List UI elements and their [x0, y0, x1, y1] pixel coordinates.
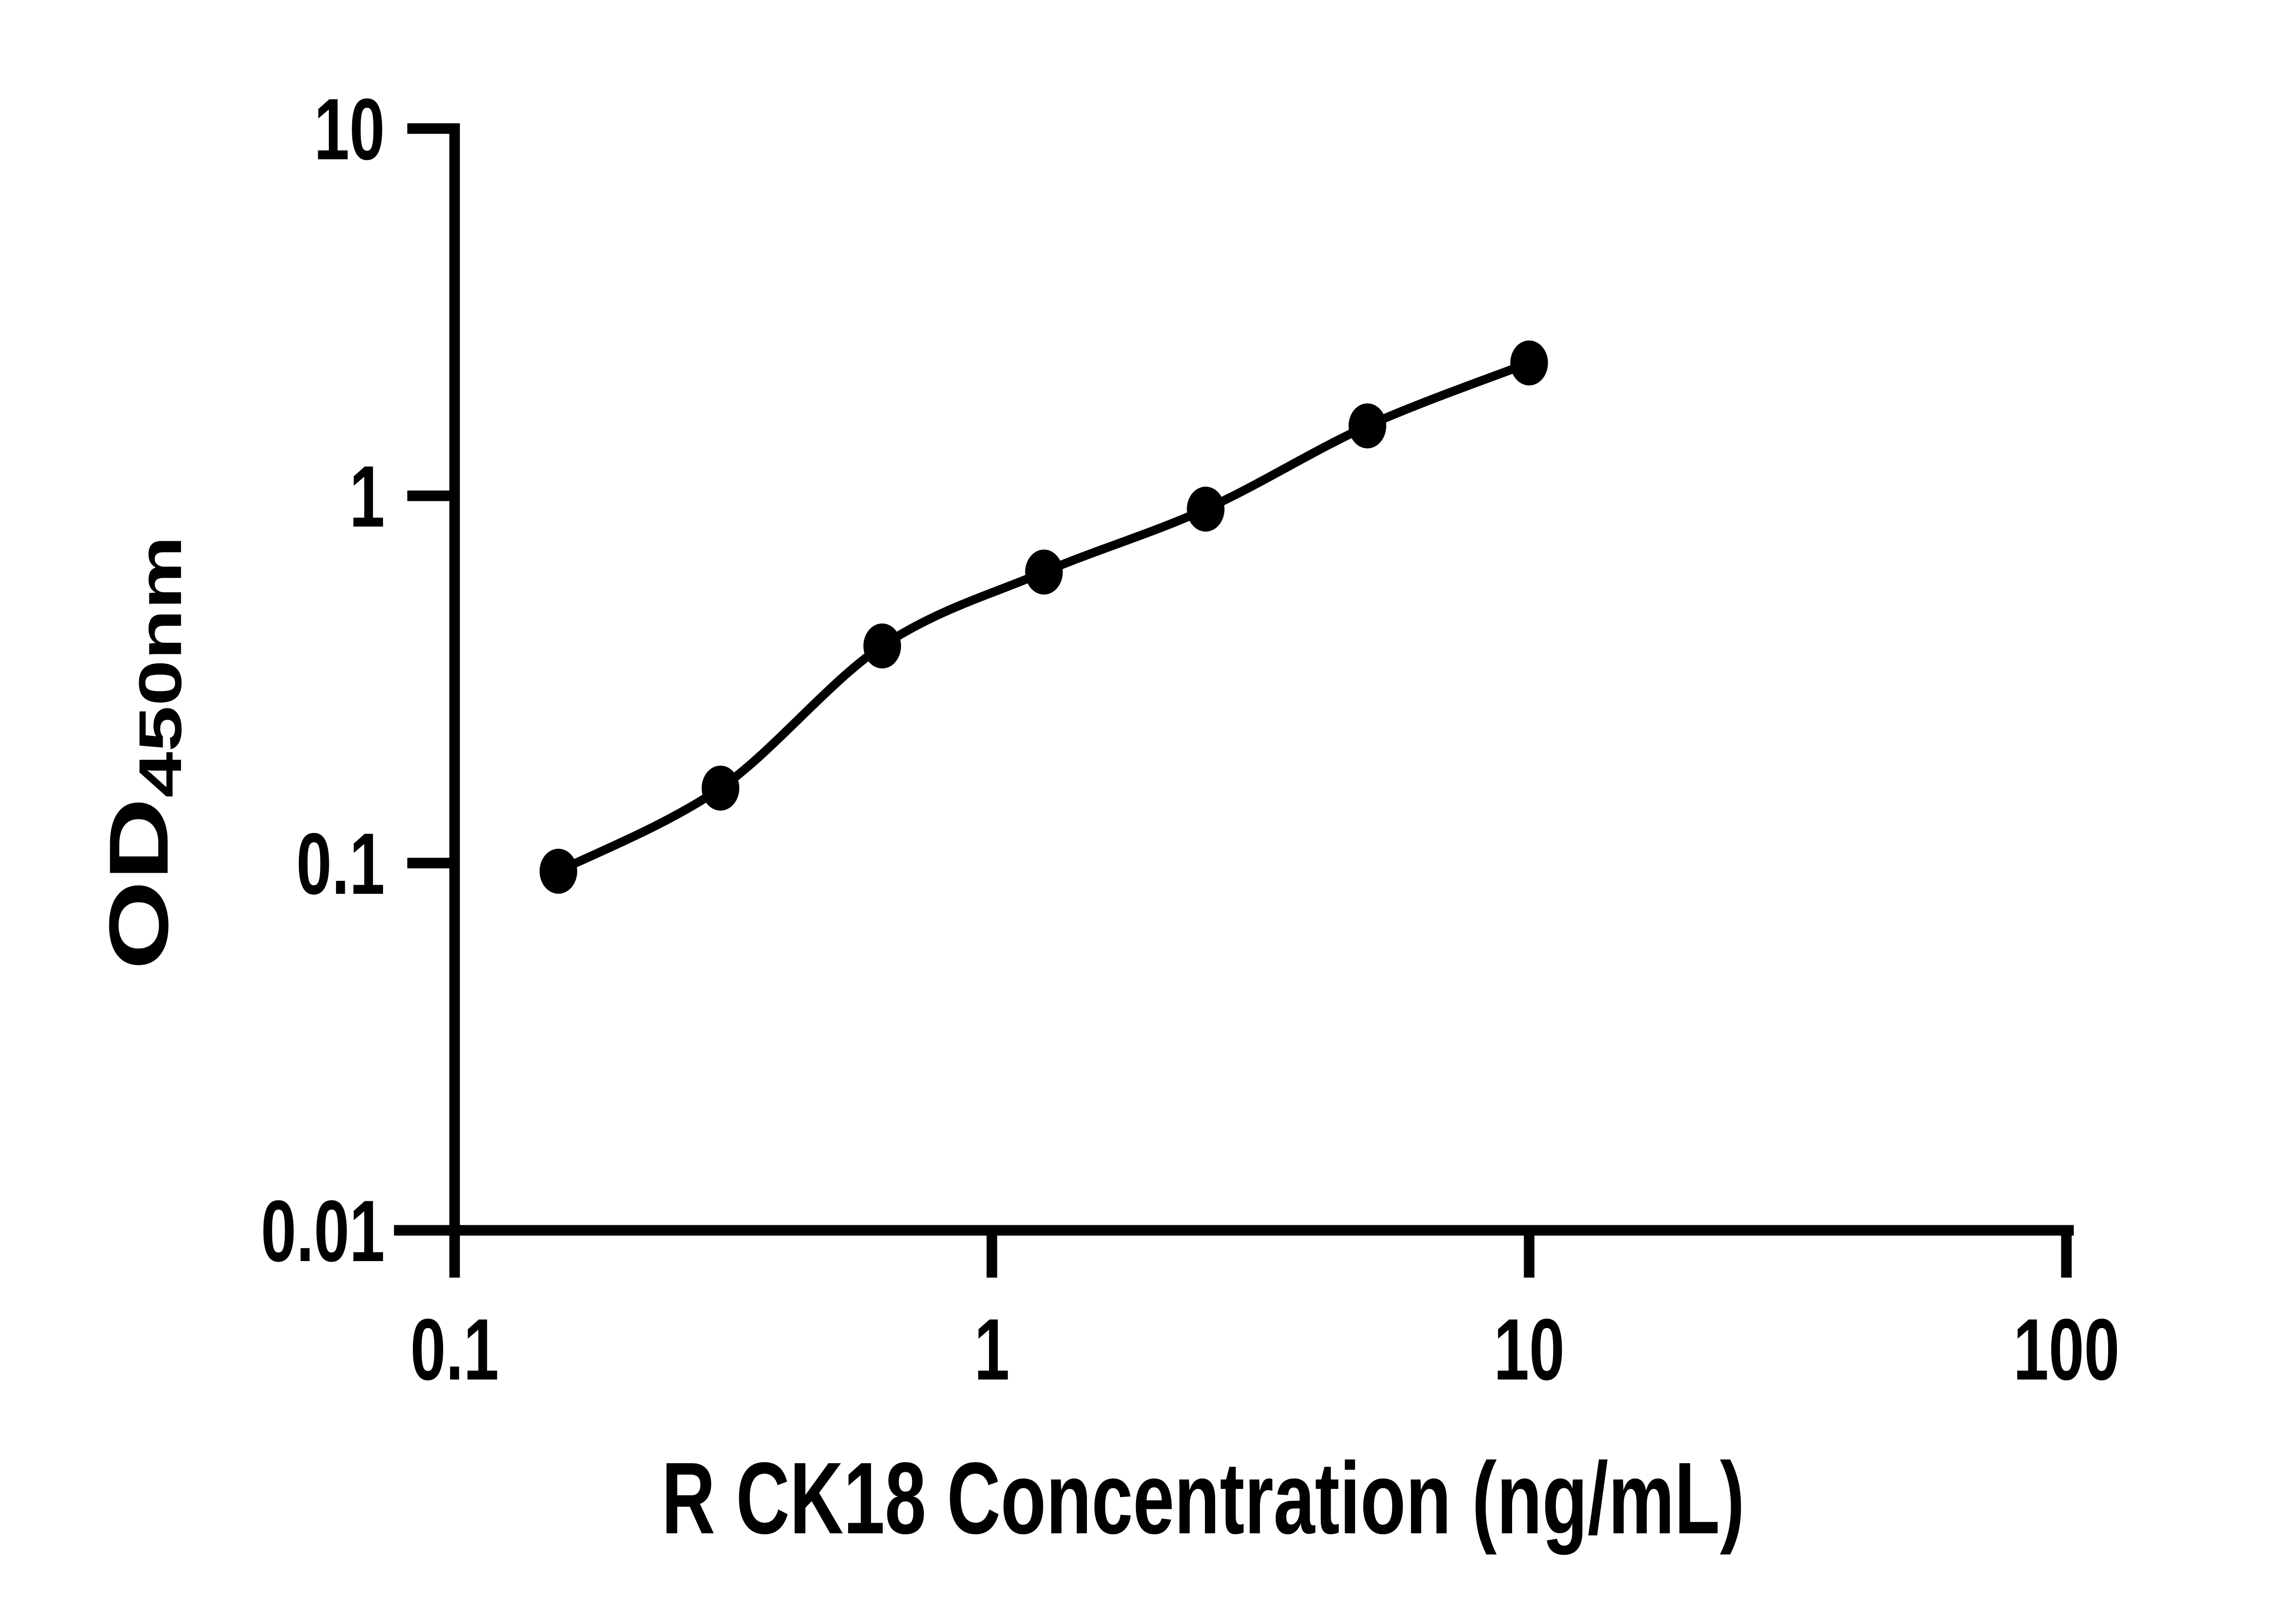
- x-tick-label-10: 10: [1494, 1301, 1564, 1398]
- data-point-5: [1348, 403, 1386, 449]
- data-point-0: [540, 848, 577, 894]
- y-tick-label-1: 1: [349, 448, 385, 545]
- y-tick-label-10: 10: [314, 81, 385, 178]
- y-axis-title-subscript: 450nm: [127, 536, 194, 797]
- data-point-3: [1025, 550, 1063, 595]
- x-axis-title: R CK18 Concentration (ng/mL): [662, 1442, 1745, 1555]
- y-tick-label-0.01: 0.01: [261, 1183, 385, 1280]
- x-tick-label-0.1: 0.1: [411, 1301, 499, 1398]
- y-axis-title: OD450nm: [92, 536, 194, 970]
- y-tick-label-0.1: 0.1: [296, 815, 385, 913]
- axes-group: [394, 123, 2074, 1236]
- data-point-1: [702, 765, 739, 811]
- data-point-2: [863, 623, 901, 669]
- data-points-group: [540, 340, 1548, 894]
- data-point-6: [1510, 340, 1548, 386]
- x-tick-label-1: 1: [974, 1301, 1009, 1398]
- y-axis-title-main: OD: [92, 798, 186, 970]
- data-point-4: [1187, 487, 1225, 532]
- x-tick-label-100: 100: [2013, 1301, 2119, 1398]
